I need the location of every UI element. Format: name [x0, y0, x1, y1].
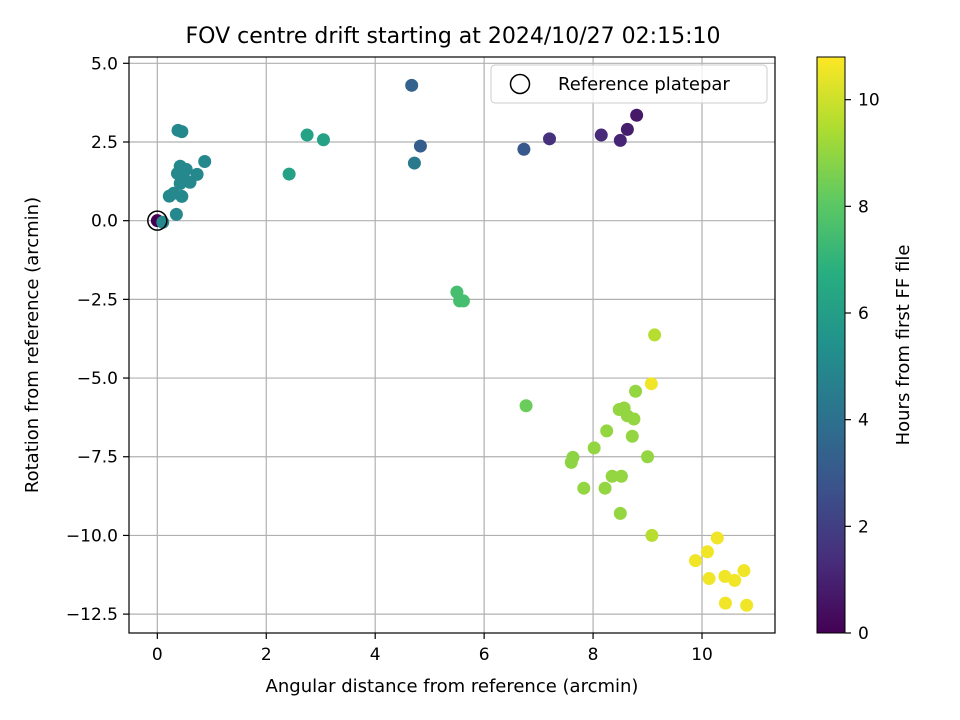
data-point	[620, 122, 634, 136]
data-point	[316, 133, 330, 147]
data-point	[519, 399, 533, 413]
colorbar-tick-label: 6	[858, 304, 869, 324]
data-point	[645, 528, 659, 542]
y-tick-label: −7.5	[77, 448, 118, 468]
data-point	[718, 569, 732, 583]
data-point	[198, 154, 212, 168]
y-axis-label: Rotation from reference (arcmin)	[22, 197, 43, 493]
data-point	[407, 156, 421, 170]
x-tick-label: 2	[261, 645, 272, 665]
legend-label: Reference platepar	[558, 74, 730, 95]
x-axis-ticks: 0 2 4 6 8 10	[152, 633, 713, 665]
data-point	[594, 128, 608, 142]
data-point	[605, 469, 619, 483]
data-point	[613, 506, 627, 520]
grid	[129, 57, 775, 633]
colorbar-label: Hours from first FF file	[893, 245, 914, 446]
data-point	[577, 481, 591, 495]
y-tick-label: −2.5	[77, 290, 118, 310]
data-point	[710, 531, 724, 545]
data-point	[728, 573, 742, 587]
data-point	[648, 328, 662, 342]
data-point	[564, 455, 578, 469]
x-tick-label: 0	[152, 645, 163, 665]
data-point	[718, 596, 732, 610]
data-point	[630, 108, 644, 122]
data-point	[587, 441, 601, 455]
data-point	[300, 128, 314, 142]
x-tick-label: 8	[588, 645, 599, 665]
plot-frame	[128, 56, 776, 634]
data-point	[162, 189, 176, 203]
data-point	[737, 564, 751, 578]
data-point	[613, 133, 627, 147]
legend-marker	[509, 73, 531, 95]
data-point	[282, 167, 296, 181]
data-point	[627, 412, 641, 426]
data-point	[405, 78, 419, 92]
data-point	[413, 139, 427, 153]
x-axis-label: Angular distance from reference (arcmin)	[266, 676, 639, 697]
colorbar-tick-label: 4	[858, 411, 869, 431]
colorbar-gradient	[816, 56, 846, 634]
legend-box	[490, 64, 768, 104]
y-axis-ticks: 5.0 2.5 0.0 −2.5 −5.0 −7.5 −10.0 −12.5	[66, 54, 129, 625]
colorbar-tick-label: 0	[858, 624, 869, 644]
y-tick-label: −10.0	[66, 526, 118, 546]
data-point	[542, 132, 556, 146]
data-point	[625, 429, 639, 443]
legend: Reference platepar	[490, 64, 768, 104]
data-point	[456, 294, 470, 308]
y-tick-label: 2.5	[91, 133, 118, 153]
data-point	[175, 189, 189, 203]
y-tick-label: 5.0	[91, 54, 118, 74]
colorbar-tick-label: 2	[858, 517, 869, 537]
y-tick-label: −12.5	[66, 605, 118, 625]
y-tick-label: 0.0	[91, 212, 118, 232]
x-tick-label: 10	[691, 645, 713, 665]
x-tick-label: 6	[479, 645, 490, 665]
x-tick-label: 4	[370, 645, 381, 665]
colorbar: 0 2 4 6 8 10 Hours from first FF file	[816, 56, 914, 644]
reference-platepar-marker	[147, 210, 168, 231]
data-point	[700, 545, 714, 559]
data-point	[598, 481, 612, 495]
data-point	[644, 377, 658, 391]
points	[147, 78, 754, 612]
y-tick-label: −5.0	[77, 369, 118, 389]
colorbar-tick-label: 10	[858, 91, 880, 111]
data-point	[688, 554, 702, 568]
data-point	[614, 469, 628, 483]
data-point	[169, 207, 183, 221]
data-point	[629, 384, 643, 398]
data-point	[517, 142, 531, 156]
data-point	[600, 424, 614, 438]
colorbar-tick-label: 8	[858, 197, 869, 217]
chart-title: FOV centre drift starting at 2024/10/27 …	[186, 24, 721, 49]
data-point	[641, 450, 655, 464]
data-point	[740, 598, 754, 612]
data-point	[173, 177, 187, 191]
colorbar-ticks: 0 2 4 6 8 10	[845, 91, 880, 644]
data-point	[702, 572, 716, 586]
data-point	[171, 123, 185, 137]
